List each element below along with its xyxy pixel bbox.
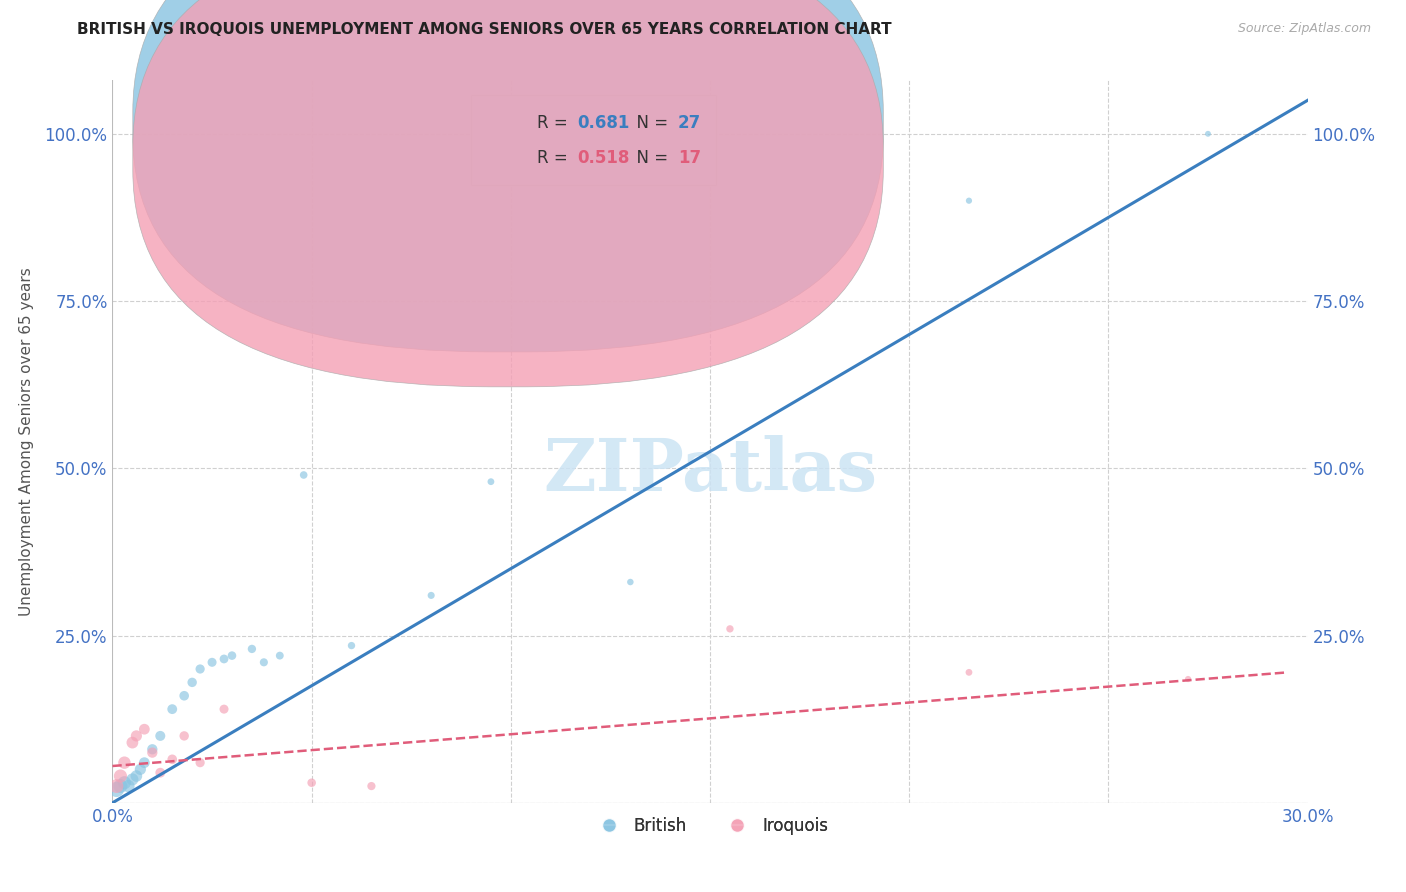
Point (121, 735, 143, 749)
Point (114, 756, 135, 770)
Text: 27: 27 (678, 114, 702, 132)
Point (125, 769, 148, 783)
Point (173, 729, 195, 743)
Text: 0.681: 0.681 (578, 114, 630, 132)
Text: 17: 17 (678, 149, 700, 167)
Point (129, 762, 152, 776)
Point (121, 772, 143, 787)
Point (149, 729, 172, 743)
Point (253, 655, 276, 669)
Point (110, 769, 132, 783)
Text: BRITISH VS IROQUOIS UNEMPLOYMENT AMONG SENIORS OVER 65 YEARS CORRELATION CHART: BRITISH VS IROQUOIS UNEMPLOYMENT AMONG S… (77, 22, 891, 37)
Point (301, 776, 323, 790)
Point (117, 779, 139, 793)
Point (162, 702, 183, 716)
Text: N =: N = (627, 114, 673, 132)
Point (479, 475, 502, 489)
Point (420, 589, 443, 603)
Point (269, 648, 291, 663)
Point (125, 729, 148, 743)
FancyBboxPatch shape (132, 0, 883, 387)
Text: R =: R = (537, 114, 572, 132)
Point (718, 622, 741, 636)
Text: Source: ZipAtlas.com: Source: ZipAtlas.com (1237, 22, 1371, 36)
Point (340, 639, 363, 653)
Point (149, 765, 172, 780)
Point (212, 652, 235, 666)
Y-axis label: Unemployment Among Seniors over 65 years: Unemployment Among Seniors over 65 years (18, 268, 34, 615)
Point (292, 467, 315, 482)
Text: 0.518: 0.518 (578, 149, 630, 167)
Point (212, 702, 235, 716)
Point (957, 665, 980, 680)
Point (360, 779, 382, 793)
Text: ZIPatlas: ZIPatlas (543, 435, 877, 506)
Point (201, 655, 224, 669)
Point (173, 689, 195, 703)
Point (221, 648, 243, 663)
Point (114, 776, 135, 790)
Text: N =: N = (627, 149, 673, 167)
Point (188, 756, 211, 770)
Point (105, 779, 128, 793)
Point (181, 675, 204, 690)
Point (134, 723, 156, 737)
Point (105, 782, 128, 797)
Point (1177, 672, 1199, 686)
FancyBboxPatch shape (471, 95, 716, 185)
Point (957, 194, 980, 208)
Point (1197, 127, 1219, 141)
Point (141, 746, 163, 760)
Legend: British, Iroquois: British, Iroquois (585, 810, 835, 841)
Point (134, 756, 156, 770)
Point (110, 779, 132, 793)
Point (619, 575, 641, 590)
Point (188, 662, 211, 676)
Point (240, 642, 263, 657)
Point (162, 752, 183, 766)
Point (141, 742, 163, 756)
FancyBboxPatch shape (132, 0, 883, 352)
Text: R =: R = (537, 149, 572, 167)
